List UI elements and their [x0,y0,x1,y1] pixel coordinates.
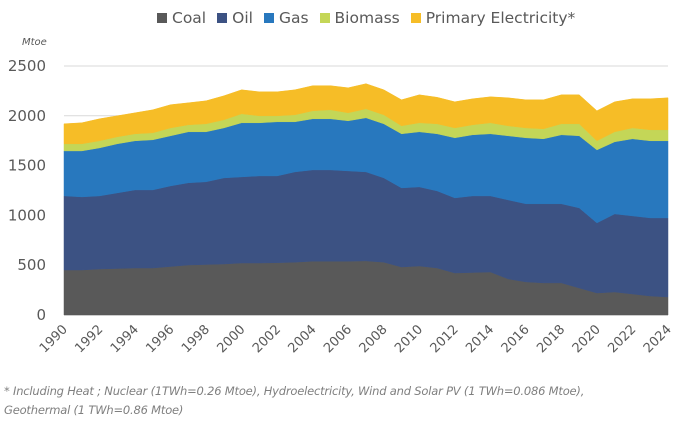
gas-swatch-icon [263,13,274,23]
x-tick-label: 2016 [499,322,533,356]
legend-label: Biomass [334,9,400,27]
legend-item-biomass[interactable]: Biomass [319,9,400,27]
x-tick-label: 2022 [605,322,639,356]
x-tick-label: 2010 [392,322,426,356]
y-tick-label: 2000 [8,107,46,125]
x-tick-label: 1992 [72,322,106,356]
legend-label: Primary Electricity* [425,9,576,27]
y-tick-label: 2500 [8,57,46,75]
y-tick-label: 1500 [8,157,46,175]
legend: Coal Oil Gas Biomass Primary Electricity… [157,9,586,27]
footnote-line-1: * Including Heat ; Nuclear (1TWh=0.26 Mt… [4,384,585,398]
area-series [63,83,669,316]
x-tick-label: 1990 [37,322,71,356]
oil-swatch-icon [217,13,228,23]
x-tick-label: 2008 [357,322,391,356]
primary-electricity-swatch-icon [410,13,421,23]
x-tick-label: 2000 [214,322,248,356]
x-tick-label: 2002 [250,322,284,356]
coal-swatch-icon [157,13,167,23]
legend-item-oil[interactable]: Oil [217,9,253,27]
y-tick-label: 0 [36,306,46,324]
legend-item-coal[interactable]: Coal [157,9,206,27]
x-tick-label: 2020 [570,322,604,356]
x-tick-label: 2018 [534,322,568,356]
x-tick-label: 1996 [143,322,177,356]
x-tick-label: 2012 [428,322,462,356]
legend-label: Oil [232,9,253,27]
legend-label: Coal [172,9,207,27]
x-tick-label: 2006 [321,322,355,356]
y-axis-unit-label: Mtoe [22,37,47,48]
legend-label: Gas [278,9,309,27]
area-primary-electricity [63,83,669,145]
y-tick-label: 500 [17,256,46,274]
x-tick-label: 2024 [641,322,675,356]
y-tick-label: 1000 [8,206,46,224]
footnote-line-2: Geothermal (1 TWh=0.86 Mtoe) [4,403,184,417]
x-tick-label: 1998 [179,322,213,356]
y-axis-ticks: 0 500 1000 1500 2000 2500 [8,57,46,324]
x-axis-ticks: 1990 1992 1994 1996 1998 2000 2002 2004 2006 2008… [37,322,675,356]
legend-item-gas[interactable]: Gas [263,9,309,27]
footnote: * Including Heat ; Nuclear (1TWh=0.26 Mt… [4,382,694,420]
x-tick-label: 2014 [463,322,497,356]
x-tick-label: 1994 [108,322,142,356]
legend-item-primary-electricity[interactable]: Primary Electricity* [410,9,576,27]
biomass-swatch-icon [319,13,330,23]
x-tick-label: 2004 [286,322,320,356]
